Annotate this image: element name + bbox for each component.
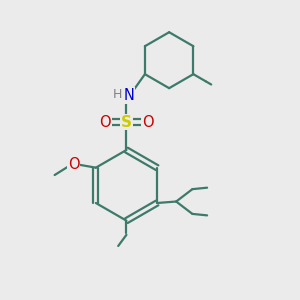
Text: H: H [112,88,122,100]
Text: O: O [99,115,111,130]
Text: N: N [123,88,134,103]
Text: S: S [121,115,132,130]
Text: O: O [68,157,80,172]
Text: O: O [142,115,154,130]
